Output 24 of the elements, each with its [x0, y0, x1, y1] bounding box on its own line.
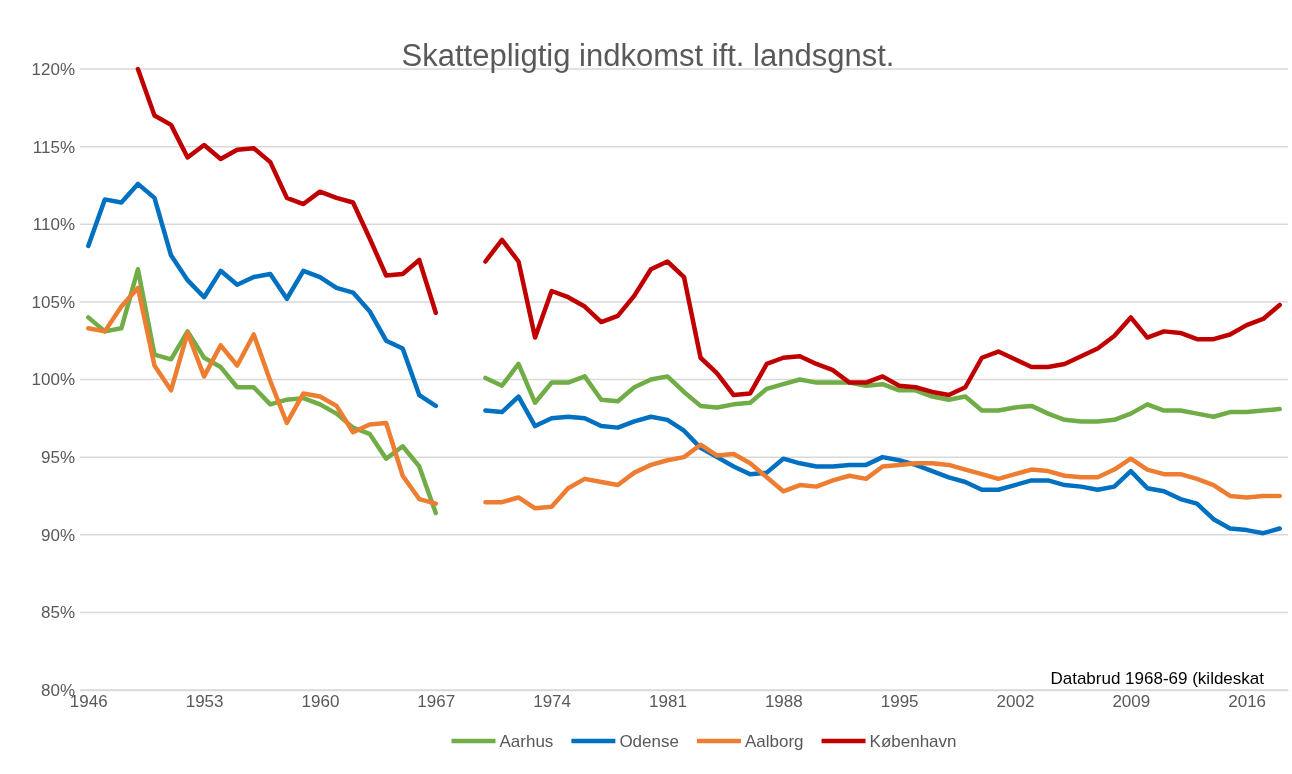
x-tick-label: 1960 — [301, 692, 340, 711]
x-tick-label: 1974 — [533, 692, 572, 711]
chart-title: Skattepligtig indkomst ift. landsgnst. — [401, 38, 895, 73]
y-tick-label: 95% — [40, 448, 75, 468]
x-tick-label: 1953 — [185, 692, 224, 711]
x-tick-label: 2016 — [1228, 692, 1267, 711]
x-tick-label: 1988 — [764, 692, 803, 711]
x-tick-label: 1981 — [649, 692, 687, 711]
legend-label: Aarhus — [499, 732, 554, 751]
legend-label: København — [869, 732, 957, 751]
y-tick-label: 110% — [32, 215, 75, 235]
legend-label: Odense — [619, 732, 679, 751]
y-tick-label: 120% — [31, 59, 75, 79]
y-tick-label: 100% — [31, 370, 75, 390]
x-tick-label: 1967 — [417, 692, 456, 711]
legend-label: Aalborg — [744, 732, 804, 751]
x-tick-label: 2002 — [996, 692, 1035, 711]
y-tick-label: 85% — [40, 603, 75, 623]
annotation: Databrud 1968-69 (kildeskat — [1050, 669, 1265, 688]
y-tick-label: 90% — [40, 525, 75, 545]
x-tick-label: 2009 — [1112, 692, 1151, 711]
x-tick-label: 1995 — [880, 692, 919, 711]
y-tick-label: 105% — [31, 292, 75, 312]
y-tick-label: 115% — [32, 137, 75, 157]
